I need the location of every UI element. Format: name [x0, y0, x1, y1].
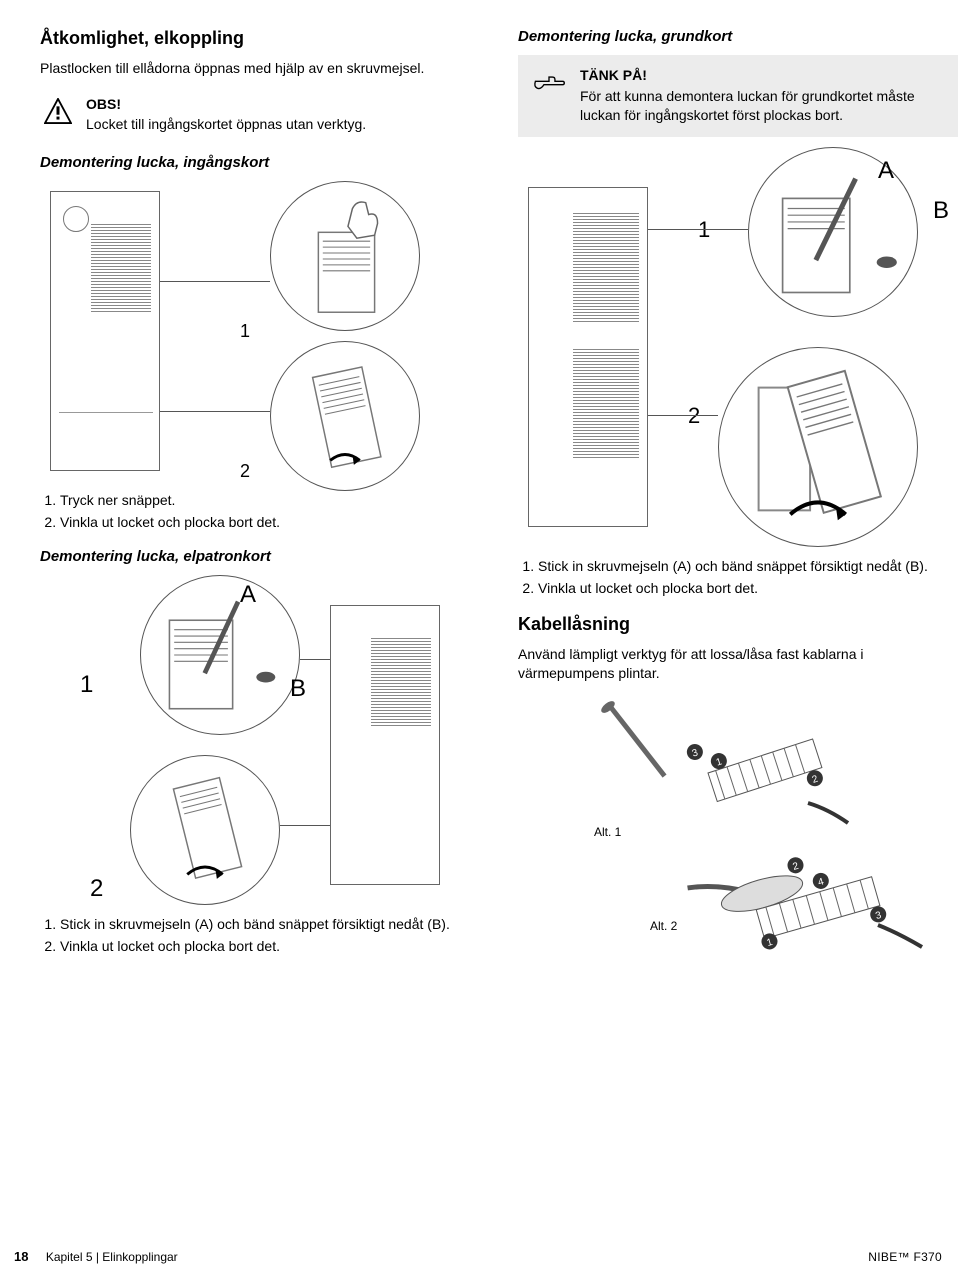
tank-text: För att kunna demontera luckan för grund…: [580, 88, 915, 123]
step-elp-2: Vinkla ut locket och plocka bort det.: [60, 935, 482, 957]
obs-label: OBS!: [86, 96, 366, 112]
obs-text: Locket till ingångskortet öppnas utan ve…: [86, 116, 366, 132]
obs-callout: OBS! Locket till ingångskortet öppnas ut…: [40, 90, 460, 140]
diagram-ingangskort: 1 2: [40, 181, 470, 481]
diagram-label-B-right: B: [933, 197, 949, 225]
right-column: Demontering lucka, grundkort TÄNK PÅ! Fö…: [518, 28, 960, 975]
step-gr-2: Vinkla ut locket och plocka bort det.: [538, 577, 960, 599]
alt1-label: Alt. 1: [594, 825, 621, 839]
diagram-label-2a: 2: [240, 461, 250, 482]
diagram-label-A-right: A: [878, 157, 894, 185]
diagram-grundkort: A B 1: [518, 147, 958, 547]
alt2-label: Alt. 2: [650, 919, 677, 933]
warning-icon: [44, 98, 72, 124]
diagram-elpatronkort: A B 1: [40, 575, 470, 905]
steps-ingangskort: Tryck ner snäppet. Vinkla ut locket och …: [40, 489, 482, 534]
section-title-kabellasning: Kabellåsning: [518, 614, 960, 635]
step-ing-2: Vinkla ut locket och plocka bort det.: [60, 511, 482, 533]
pointing-hand-icon: [532, 69, 566, 97]
intro-text: Plastlocken till ellådorna öppnas med hj…: [40, 59, 470, 78]
diagram-label-1a: 1: [240, 321, 250, 342]
tank-label: TÄNK PÅ!: [580, 67, 944, 83]
chapter-label: Kapitel 5 | Elinkopplingar: [46, 1250, 178, 1264]
product-label: NIBE™ F370: [868, 1250, 942, 1264]
diagram-kabellasning: 1 2 3 Alt. 1: [518, 695, 958, 975]
subheading-grundkort: Demontering lucka, grundkort: [518, 28, 960, 45]
steps-elpatronkort: Stick in skruvmejseln (A) och bänd snäpp…: [40, 913, 482, 958]
page-footer: 18 Kapitel 5 | Elinkopplingar NIBE™ F370: [0, 1249, 960, 1264]
step-ing-1: Tryck ner snäppet.: [60, 489, 482, 511]
diagram-label-2-left: 2: [90, 875, 103, 903]
step-gr-1: Stick in skruvmejseln (A) och bänd snäpp…: [538, 555, 960, 577]
subheading-elpatronkort: Demontering lucka, elpatronkort: [40, 548, 482, 565]
diagram-label-A-left: A: [240, 581, 256, 609]
diagram-label-1-right: 1: [698, 217, 710, 243]
diagram-label-2-right: 2: [688, 403, 700, 429]
steps-grundkort: Stick in skruvmejseln (A) och bänd snäpp…: [518, 555, 960, 600]
page-number: 18: [14, 1249, 28, 1264]
section-title-atkomlighet: Åtkomlighet, elkoppling: [40, 28, 482, 49]
tank-callout: TÄNK PÅ! För att kunna demontera luckan …: [518, 55, 958, 137]
diagram-label-1-left: 1: [80, 671, 93, 699]
step-elp-1: Stick in skruvmejseln (A) och bänd snäpp…: [60, 913, 482, 935]
subheading-ingangskort: Demontering lucka, ingångskort: [40, 154, 482, 171]
kabel-text: Använd lämpligt verktyg för att lossa/lå…: [518, 645, 948, 683]
left-column: Åtkomlighet, elkoppling Plastlocken till…: [40, 28, 482, 975]
diagram-label-B-left: B: [290, 675, 306, 703]
